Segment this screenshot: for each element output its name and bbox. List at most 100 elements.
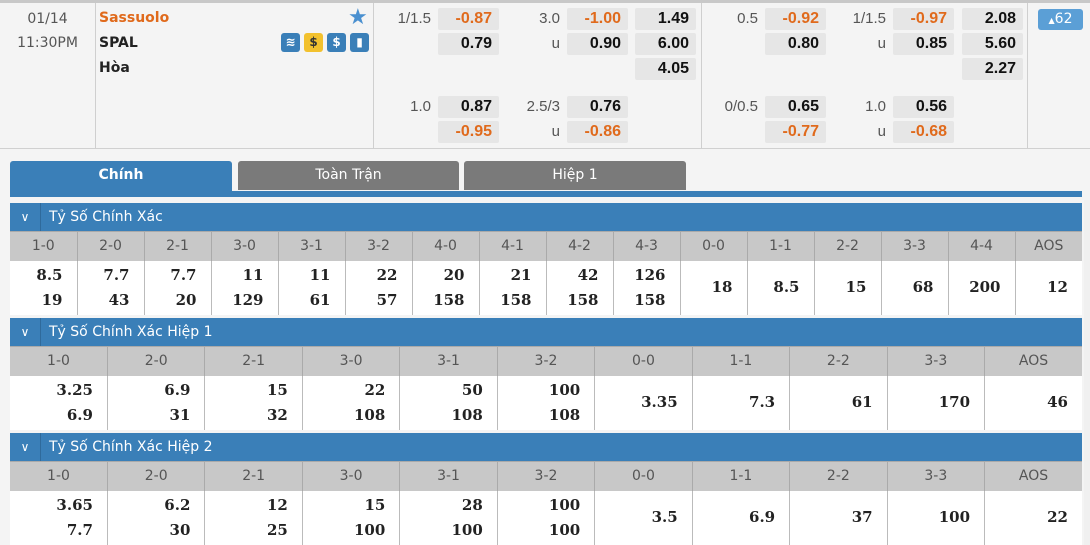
score-odds-cell[interactable]: 8.5 <box>746 260 814 315</box>
score-odds-cell[interactable]: 126 158 <box>612 260 680 315</box>
score-odds-cell[interactable]: 12 25 <box>204 490 303 545</box>
chevron-down-icon[interactable]: ∨ <box>10 318 41 346</box>
score-odds-cell[interactable]: 22 <box>984 490 1082 545</box>
odds-value[interactable]: -0.95 <box>438 121 499 143</box>
odds-value[interactable]: 6.00 <box>635 33 696 55</box>
score-header: 0-0 <box>594 346 693 376</box>
score-table: 1-0 2-0 2-1 3-0 3-1 3-2 4-0 4-1 4-2 4-3 0-0 1-1 2-2 3… <box>10 231 1082 315</box>
odds-value[interactable]: 0.90 <box>567 33 628 55</box>
divider <box>373 3 374 149</box>
match-time: 11:30PM <box>17 35 78 51</box>
score-odds-cell[interactable]: 61 <box>789 375 888 430</box>
chevron-down-icon[interactable]: ∨ <box>10 433 41 461</box>
more-odds-button[interactable]: ▲62 <box>1038 9 1083 30</box>
section-header[interactable]: ∨ Tỷ Số Chính Xác Hiệp 1 <box>10 318 1082 346</box>
score-odds-cell[interactable]: 11 61 <box>277 260 345 315</box>
score-odds-cell[interactable]: 3.5 <box>594 490 693 545</box>
coin-swap-icon[interactable]: $ <box>304 33 323 52</box>
odds-value[interactable]: -0.87 <box>438 8 499 30</box>
odds-value[interactable]: -1.00 <box>567 8 628 30</box>
score-odds-cell[interactable]: 7.3 <box>691 375 790 430</box>
score-odds-cell[interactable]: 20 158 <box>411 260 479 315</box>
odds-value[interactable]: -0.68 <box>893 121 954 143</box>
scrollbar[interactable] <box>1084 200 1090 545</box>
score-odds-cell[interactable]: 100 100 <box>496 490 595 545</box>
tab-chinh[interactable]: Chính <box>10 161 232 191</box>
odds-value[interactable]: 0.76 <box>567 96 628 118</box>
score-odds-cell[interactable]: 100 108 <box>496 375 595 430</box>
odds-row: 8.5 19 7.7 43 7.7 20 11 129 11 61 22 57 20 158 21 158 42… <box>10 260 1082 315</box>
film-icon[interactable]: ≋ <box>281 33 300 52</box>
score-odds: 7.7 <box>170 265 197 284</box>
odds-value[interactable]: 0.85 <box>893 33 954 55</box>
score-odds-cell[interactable]: 3.65 7.7 <box>10 490 108 545</box>
odds-value[interactable]: 5.60 <box>962 33 1023 55</box>
odds-value[interactable]: 2.08 <box>962 8 1023 30</box>
score-header: 0-0 <box>594 461 693 491</box>
away-team[interactable]: SPAL <box>99 35 138 51</box>
odds-value[interactable]: 0.80 <box>765 33 826 55</box>
score-odds-cell[interactable]: 68 <box>880 260 948 315</box>
odds-value[interactable]: 0.56 <box>893 96 954 118</box>
odds-value[interactable]: 4.05 <box>635 58 696 80</box>
score-odds-cell[interactable]: 3.35 <box>594 375 693 430</box>
score-header: 3-1 <box>399 461 498 491</box>
score-odds-cell[interactable]: 21 158 <box>478 260 546 315</box>
score-header: 3-1 <box>277 231 345 261</box>
score-odds-cell[interactable]: 8.5 19 <box>10 260 77 315</box>
caret-up-icon: ▲ <box>1048 16 1055 25</box>
score-odds: 6.9 <box>164 380 191 399</box>
odds-line-label: 1.0 <box>865 98 886 115</box>
score-odds-cell[interactable]: 15 32 <box>204 375 303 430</box>
score-odds: 108 <box>354 405 386 424</box>
score-odds-cell[interactable]: 100 <box>886 490 985 545</box>
stats-icon[interactable]: ▮ <box>350 33 369 52</box>
score-odds-cell[interactable]: 46 <box>984 375 1082 430</box>
score-odds-cell[interactable]: 22 57 <box>344 260 412 315</box>
section-header[interactable]: ∨ Tỷ Số Chính Xác Hiệp 2 <box>10 433 1082 461</box>
star-icon[interactable]: ★ <box>348 5 368 30</box>
tab-toan-tran[interactable]: Toàn Trận <box>238 161 459 190</box>
odds-value[interactable]: -0.77 <box>765 121 826 143</box>
score-odds-cell[interactable]: 22 108 <box>301 375 400 430</box>
section-2: ∨ Tỷ Số Chính Xác Hiệp 1 1-0 2-0 2-1 3-0 3-1 3-… <box>10 318 1082 430</box>
odds-value[interactable]: -0.86 <box>567 121 628 143</box>
score-odds-cell[interactable]: 6.2 30 <box>106 490 205 545</box>
score-odds-cell[interactable]: 6.9 31 <box>106 375 205 430</box>
score-odds: 20 <box>175 290 197 309</box>
score-odds-cell[interactable]: 28 100 <box>399 490 498 545</box>
score-odds-cell[interactable]: 37 <box>789 490 888 545</box>
score-odds-cell[interactable]: 18 <box>679 260 747 315</box>
odds-value[interactable]: 0.65 <box>765 96 826 118</box>
score-odds-cell[interactable]: 42 158 <box>545 260 613 315</box>
score-odds: 100 <box>451 520 483 539</box>
score-odds-cell[interactable]: 7.7 43 <box>76 260 144 315</box>
score-odds-cell[interactable]: 3.25 6.9 <box>10 375 108 430</box>
section-header[interactable]: ∨ Tỷ Số Chính Xác <box>10 203 1082 231</box>
chevron-down-icon[interactable]: ∨ <box>10 203 41 231</box>
odds-value[interactable]: -0.92 <box>765 8 826 30</box>
score-odds-cell[interactable]: 12 <box>1014 260 1082 315</box>
score-odds: 8.5 <box>773 278 800 296</box>
odds-line-label: u <box>551 123 560 140</box>
score-odds-cell[interactable]: 15 100 <box>301 490 400 545</box>
dollar-icon[interactable]: $ <box>327 33 346 52</box>
home-team[interactable]: Sassuolo <box>99 10 170 26</box>
score-odds: 11 <box>309 265 331 284</box>
score-odds-cell[interactable]: 7.7 20 <box>143 260 211 315</box>
score-odds-cell[interactable]: 200 <box>947 260 1015 315</box>
odds-value[interactable]: 2.27 <box>962 58 1023 80</box>
odds-value[interactable]: 0.79 <box>438 33 499 55</box>
score-header: 3-0 <box>301 461 400 491</box>
score-odds-cell[interactable]: 6.9 <box>691 490 790 545</box>
score-odds-cell[interactable]: 170 <box>886 375 985 430</box>
score-header: 1-1 <box>746 231 814 261</box>
odds-value[interactable]: 0.87 <box>438 96 499 118</box>
score-odds-cell[interactable]: 50 108 <box>399 375 498 430</box>
score-odds-cell[interactable]: 11 129 <box>210 260 278 315</box>
score-odds: 158 <box>634 290 666 309</box>
score-odds-cell[interactable]: 15 <box>813 260 881 315</box>
odds-value[interactable]: -0.97 <box>893 8 954 30</box>
tab-hiep-1[interactable]: Hiệp 1 <box>464 161 686 190</box>
odds-value[interactable]: 1.49 <box>635 8 696 30</box>
